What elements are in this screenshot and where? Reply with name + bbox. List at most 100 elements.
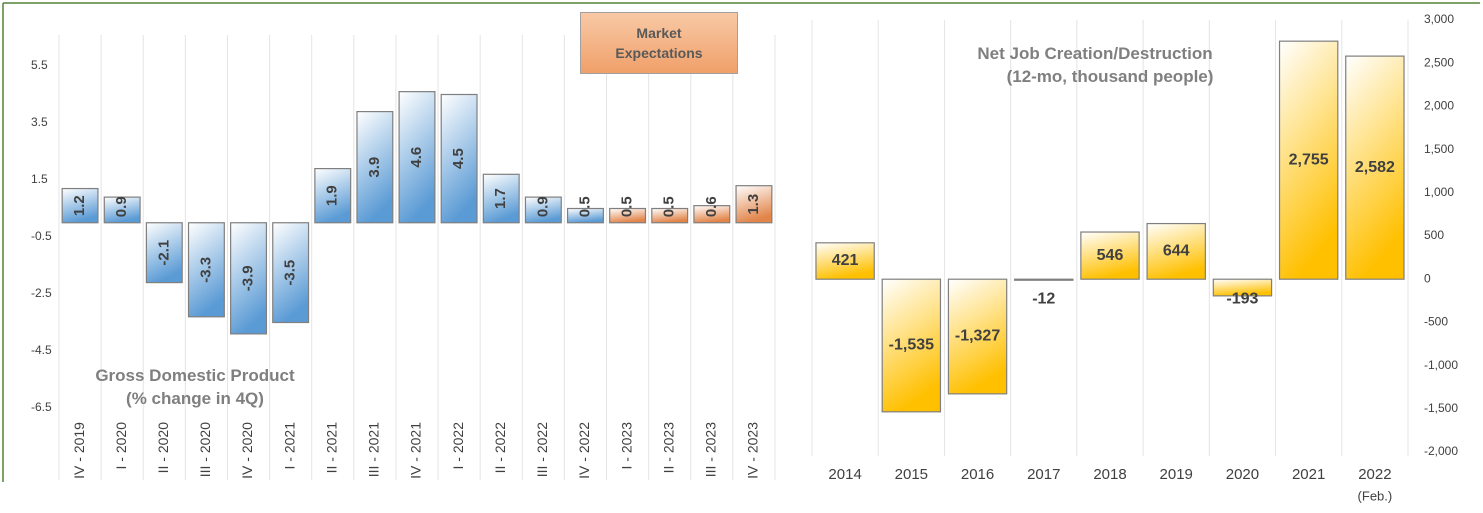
bar — [651, 207, 689, 224]
bar — [440, 93, 478, 224]
bar — [356, 110, 394, 224]
data-label: 1.2 — [71, 195, 88, 216]
data-label: 0.9 — [534, 196, 551, 217]
market-expectations: Market Expectations — [580, 12, 738, 74]
bar — [524, 196, 562, 224]
x-tick-label: IV - 2020 — [239, 422, 255, 479]
x-tick-label: 2018 — [1093, 466, 1126, 483]
data-label: 3.9 — [366, 157, 383, 178]
x-tick-label: 2021 — [1292, 466, 1325, 483]
x-tick-label: III - 2022 — [534, 422, 550, 477]
data-label: -12 — [1032, 290, 1055, 307]
x-tick-label: 2014 — [828, 466, 861, 483]
bar — [881, 278, 942, 413]
y-tick-label: 0 — [1424, 271, 1431, 285]
subtitle: (12-mo, thousand people) — [1006, 67, 1214, 86]
bar — [1212, 278, 1273, 297]
x-tick-label: 2016 — [961, 466, 994, 483]
bar — [61, 187, 99, 224]
y-tick-label: -2,000 — [1424, 444, 1458, 458]
data-label: 0.5 — [576, 196, 593, 217]
data-label: 1.3 — [745, 194, 762, 215]
y-tick-label: 1.5 — [31, 172, 48, 186]
bar — [482, 173, 520, 224]
x-tick-label: I - 2022 — [450, 422, 466, 470]
jobs-title: Net Job Creation/Destruction (12-mo, tho… — [930, 42, 1260, 88]
bar — [1278, 40, 1339, 280]
bar — [947, 278, 1008, 395]
x-tick-label: I - 2023 — [618, 422, 634, 470]
bar — [1345, 55, 1405, 280]
bar — [145, 222, 183, 284]
x-tick-label: II - 2020 — [155, 422, 171, 474]
bar — [314, 168, 352, 224]
data-label: -3.9 — [239, 265, 256, 291]
y-tick-label: -0.5 — [31, 229, 52, 243]
x-tick-label: I - 2021 — [281, 422, 297, 470]
bar — [230, 222, 268, 335]
data-label: 4.6 — [408, 147, 425, 168]
x-tick-label: 2022 — [1358, 466, 1391, 483]
bar — [1080, 231, 1140, 280]
x-tick-label: III - 2020 — [197, 422, 213, 477]
data-label: -3.3 — [197, 257, 214, 283]
y-tick-label: 1,000 — [1424, 185, 1454, 199]
x-tick-label: II - 2023 — [660, 422, 676, 474]
data-label: 0.6 — [703, 196, 720, 217]
x-tick-label: IV - 2022 — [576, 422, 592, 479]
data-label: 0.5 — [661, 196, 678, 217]
bar — [815, 242, 875, 280]
y-tick-label: 3,000 — [1424, 12, 1454, 26]
data-label: 1.9 — [324, 185, 341, 206]
bar — [609, 207, 647, 224]
y-tick-label: -1,000 — [1424, 358, 1458, 372]
gdp-title: Gross Domestic Product (% change in 4Q) — [60, 364, 330, 410]
data-label: 644 — [1163, 243, 1190, 260]
data-label: 2,755 — [1289, 151, 1329, 168]
data-label: -193 — [1226, 290, 1258, 307]
x-tick-label: I - 2020 — [113, 422, 129, 470]
bar — [735, 185, 773, 224]
y-tick-label: 1,500 — [1424, 142, 1454, 156]
bar — [693, 205, 731, 224]
bar — [1146, 222, 1206, 280]
bar — [272, 222, 310, 324]
data-label: -1,535 — [889, 337, 934, 354]
title: Net Job Creation/Destruction — [977, 44, 1213, 63]
data-label: 1.7 — [492, 188, 509, 209]
x-tick-label: IV - 2023 — [745, 422, 761, 479]
data-label: 0.9 — [113, 196, 130, 217]
y-tick-label: -2.5 — [31, 286, 52, 300]
x-tick-note: (Feb.) — [1358, 488, 1393, 503]
x-tick-label: III - 2021 — [366, 422, 382, 477]
x-tick-label: II - 2021 — [323, 422, 339, 474]
data-label: 0.5 — [619, 196, 636, 217]
bar — [566, 207, 604, 224]
title: Gross Domestic Product — [95, 366, 295, 385]
x-tick-label: 2019 — [1160, 466, 1193, 483]
x-tick-label: 2017 — [1027, 466, 1060, 483]
data-label: 421 — [832, 252, 859, 269]
data-label: -1,327 — [955, 328, 1000, 345]
subtitle: (% change in 4Q) — [126, 389, 264, 408]
bar — [187, 222, 225, 318]
bar — [398, 91, 436, 224]
x-tick-label: IV - 2021 — [408, 422, 424, 479]
y-tick-label: 3.5 — [31, 115, 48, 129]
y-tick-label: -1,500 — [1424, 401, 1458, 415]
data-label: 2,582 — [1355, 159, 1395, 176]
y-tick-label: 5.5 — [31, 58, 48, 72]
y-tick-label: -6.5 — [31, 400, 52, 414]
data-label: 4.5 — [450, 148, 467, 169]
y-tick-label: -500 — [1424, 315, 1448, 329]
data-label: 546 — [1097, 247, 1124, 264]
y-tick-label: 500 — [1424, 228, 1444, 242]
bar — [1014, 278, 1074, 281]
y-tick-label: 2,000 — [1424, 99, 1454, 113]
bar — [103, 196, 141, 224]
data-label: -2.1 — [155, 240, 172, 266]
x-tick-label: II - 2022 — [492, 422, 508, 474]
data-label: -3.5 — [282, 260, 299, 286]
